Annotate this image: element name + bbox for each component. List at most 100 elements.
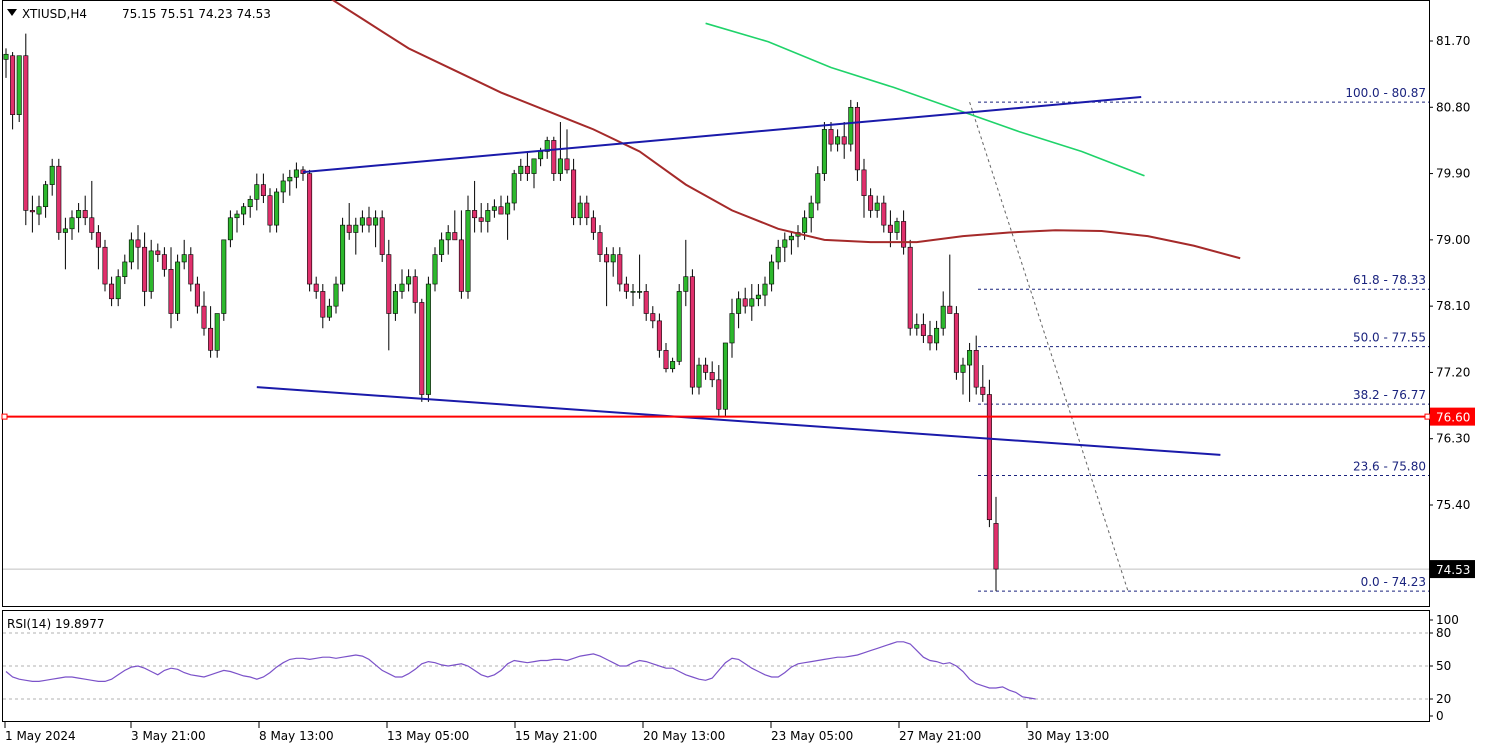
bullish-candle bbox=[736, 298, 742, 314]
bullish-candle bbox=[359, 217, 365, 226]
bullish-candle bbox=[538, 151, 544, 160]
bullish-candle bbox=[333, 283, 339, 307]
bullish-candle bbox=[221, 239, 227, 314]
bearish-candle bbox=[828, 129, 834, 145]
bearish-candle bbox=[571, 169, 577, 219]
bullish-candle bbox=[505, 202, 511, 215]
bearish-candle bbox=[379, 217, 385, 255]
support-price-label: 76.60 bbox=[1436, 411, 1470, 425]
bullish-candle bbox=[491, 206, 497, 211]
bearish-candle bbox=[663, 350, 669, 370]
bearish-candle bbox=[412, 276, 418, 303]
rsi-tick-label: 0 bbox=[1436, 709, 1444, 723]
bullish-candle bbox=[36, 206, 42, 215]
current-price-label: 74.53 bbox=[1436, 563, 1470, 577]
menu-triangle-icon[interactable] bbox=[7, 9, 17, 16]
bullish-candle bbox=[821, 129, 827, 174]
rsi-tick-label: 100 bbox=[1436, 613, 1459, 627]
bearish-candle bbox=[208, 327, 214, 351]
bearish-candle bbox=[920, 324, 926, 336]
bullish-candle bbox=[227, 217, 233, 241]
bearish-candle bbox=[102, 246, 108, 285]
bearish-candle bbox=[623, 283, 629, 292]
bullish-candle bbox=[518, 165, 524, 174]
lower-trendline bbox=[256, 386, 1221, 456]
bullish-candle bbox=[848, 106, 854, 145]
bullish-candle bbox=[544, 140, 550, 152]
support-price-badge bbox=[1430, 407, 1475, 426]
fib-level-label: 50.0 - 77.55 bbox=[1353, 331, 1426, 345]
bullish-candle bbox=[808, 202, 814, 219]
bearish-candle bbox=[584, 202, 590, 219]
bullish-candle bbox=[511, 173, 517, 204]
price-tick-label: 81.70 bbox=[1436, 34, 1470, 48]
bullish-candle bbox=[287, 176, 293, 182]
bullish-candle bbox=[406, 276, 412, 285]
bearish-candle bbox=[861, 169, 867, 196]
bearish-candle bbox=[656, 320, 662, 351]
bullish-candle bbox=[439, 239, 445, 255]
bullish-candle bbox=[874, 202, 880, 211]
bearish-candle bbox=[472, 210, 478, 219]
bearish-candle bbox=[868, 195, 874, 211]
bearish-candle bbox=[366, 217, 372, 226]
bullish-candle bbox=[214, 313, 220, 351]
bullish-candle bbox=[43, 184, 49, 208]
bearish-candle bbox=[155, 250, 161, 255]
bearish-candle bbox=[452, 232, 458, 241]
bearish-candle bbox=[168, 269, 174, 314]
bullish-candle bbox=[802, 217, 808, 233]
moving-average-red-line bbox=[330, 0, 1241, 260]
bearish-candle bbox=[551, 140, 557, 174]
bullish-candle bbox=[247, 199, 253, 208]
bullish-candle bbox=[670, 361, 676, 370]
time-tick-label: 1 May 2024 bbox=[5, 729, 76, 743]
bullish-candle bbox=[181, 254, 187, 263]
bullish-candle bbox=[835, 136, 841, 145]
time-tick-label: 13 May 05:00 bbox=[387, 729, 469, 743]
bullish-candle bbox=[782, 239, 788, 248]
bearish-candle bbox=[604, 254, 610, 263]
bullish-candle bbox=[914, 324, 920, 329]
bullish-candle bbox=[234, 213, 240, 219]
bullish-candle bbox=[175, 261, 181, 314]
price-tick-label: 79.00 bbox=[1436, 233, 1470, 247]
bullish-candle bbox=[148, 250, 154, 292]
bearish-candle bbox=[267, 195, 273, 226]
guide-layer: 100.0 - 80.87 61.8 - 78.33 50.0 - 77.55 38.… bbox=[3, 86, 1429, 592]
bullish-candle bbox=[353, 224, 359, 233]
bearish-candle bbox=[716, 379, 722, 410]
bullish-candle bbox=[425, 283, 431, 395]
bearish-candle bbox=[346, 224, 352, 233]
bullish-candle bbox=[76, 210, 82, 219]
bearish-candle bbox=[201, 305, 207, 329]
bullish-candle bbox=[749, 298, 755, 307]
time-tick-label: 27 May 21:00 bbox=[899, 729, 981, 743]
support-line-handle bbox=[1424, 413, 1431, 420]
bearish-candle bbox=[953, 313, 959, 373]
price-tick-label: 77.20 bbox=[1436, 365, 1470, 379]
time-tick-label: 30 May 13:00 bbox=[1027, 729, 1109, 743]
bearish-candle bbox=[95, 232, 101, 248]
bearish-candle bbox=[564, 158, 570, 171]
bullish-candle bbox=[894, 221, 900, 233]
bullish-candle bbox=[769, 261, 775, 285]
bearish-candle bbox=[881, 202, 887, 226]
bullish-candle bbox=[485, 210, 491, 222]
bullish-candle bbox=[934, 327, 940, 344]
bullish-candle bbox=[326, 305, 332, 318]
bearish-candle bbox=[386, 254, 392, 314]
rsi-tick-label: 20 bbox=[1436, 692, 1451, 706]
rsi-line bbox=[5, 641, 1036, 700]
bearish-candle bbox=[29, 210, 35, 213]
price-tick-label: 76.30 bbox=[1436, 432, 1470, 446]
bullish-candle bbox=[676, 291, 682, 362]
bearish-candle bbox=[135, 239, 141, 248]
bullish-candle bbox=[531, 158, 537, 174]
bullish-candle bbox=[445, 232, 451, 241]
time-tick-label: 23 May 05:00 bbox=[771, 729, 853, 743]
chart-ohlc: 75.15 75.51 74.23 74.53 bbox=[122, 7, 271, 21]
bullish-candle bbox=[696, 364, 702, 388]
bullish-candle bbox=[610, 254, 616, 263]
